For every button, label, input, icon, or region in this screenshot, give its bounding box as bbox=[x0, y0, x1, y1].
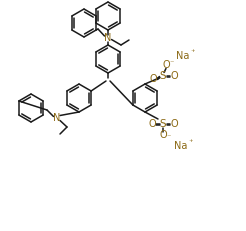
Text: O: O bbox=[162, 60, 170, 70]
Text: O: O bbox=[149, 74, 157, 84]
Text: S: S bbox=[160, 71, 166, 81]
Text: O: O bbox=[170, 119, 178, 129]
Text: Na: Na bbox=[176, 51, 190, 61]
Text: Na: Na bbox=[174, 141, 188, 151]
Text: ⁺: ⁺ bbox=[189, 139, 193, 148]
Text: ⁻: ⁻ bbox=[167, 133, 171, 142]
Text: N: N bbox=[104, 33, 112, 43]
Text: ⁻: ⁻ bbox=[170, 58, 174, 67]
Text: O: O bbox=[159, 130, 167, 140]
Text: S: S bbox=[160, 119, 166, 129]
Text: ⁺: ⁺ bbox=[191, 49, 195, 58]
Text: O: O bbox=[148, 119, 156, 129]
Text: O: O bbox=[170, 71, 178, 81]
Text: N: N bbox=[53, 113, 61, 123]
